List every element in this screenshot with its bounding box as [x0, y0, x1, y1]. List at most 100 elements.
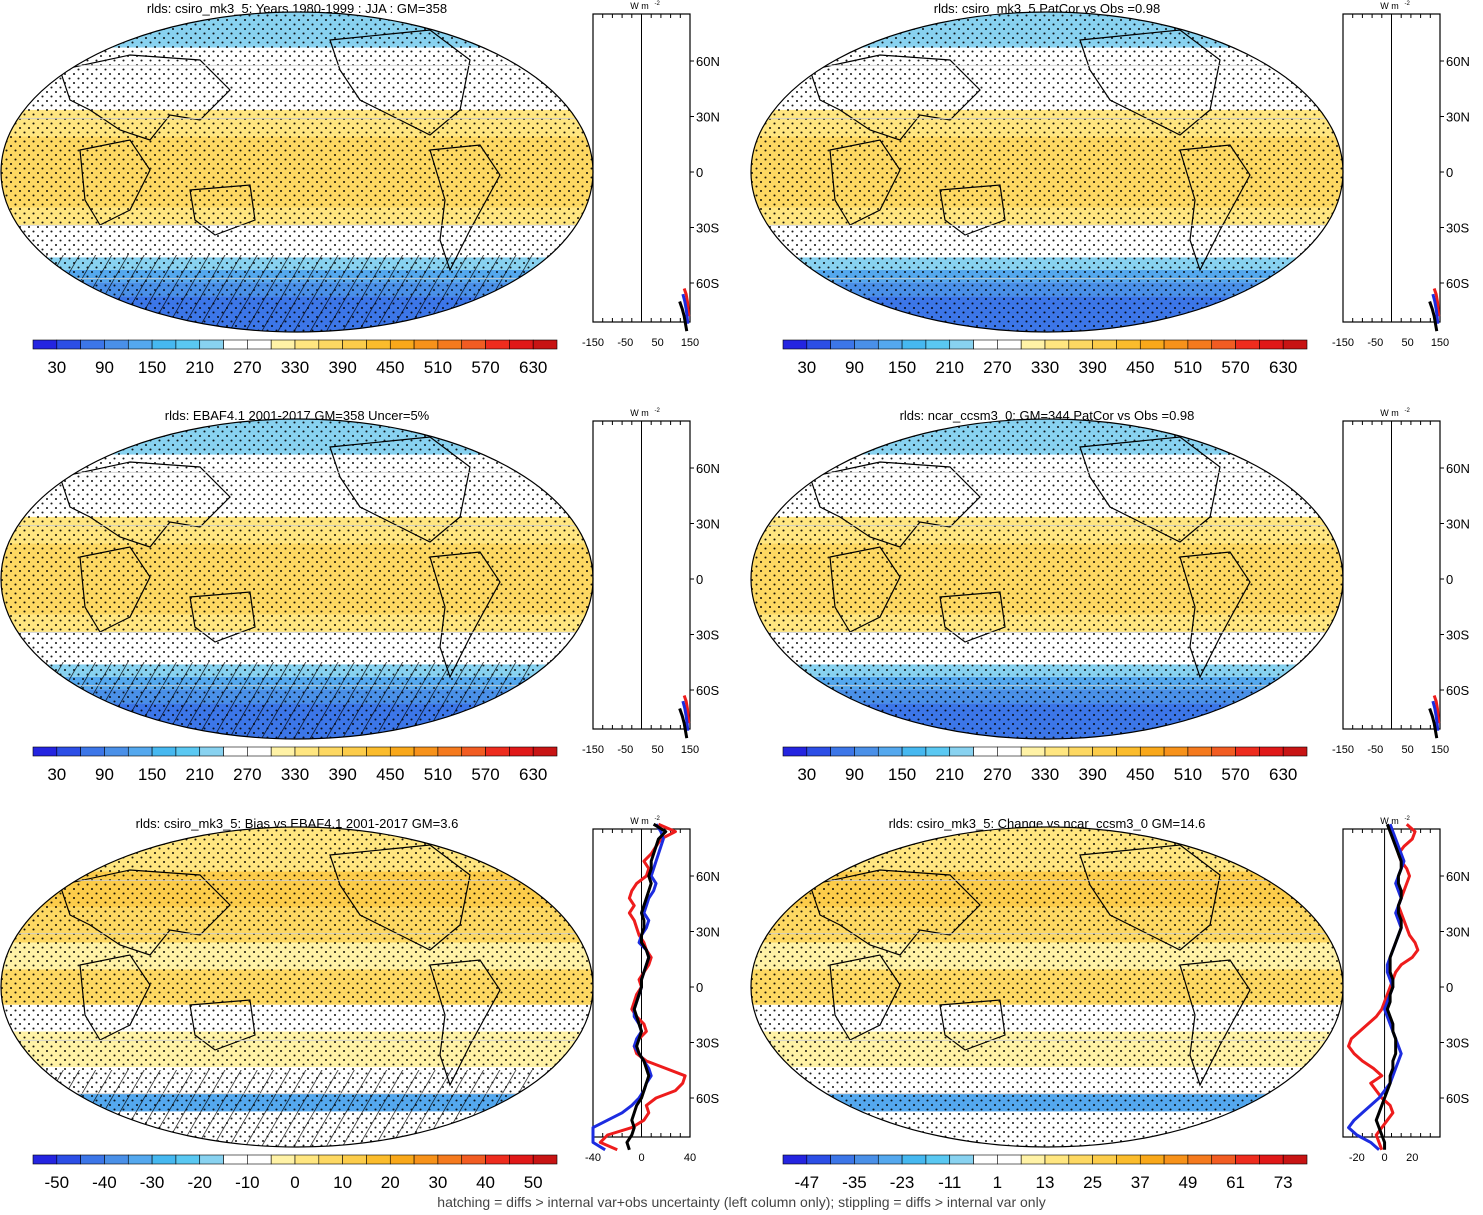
colorbar: 30 90 150 210 270 330 390 450 510 570 630	[782, 746, 1308, 784]
profile-tick: -40	[585, 1152, 601, 1164]
colorbar-swatch	[247, 1154, 272, 1165]
unit-superscript: -2	[1405, 408, 1411, 414]
panel-2: rlds: csiro_mk3_5 PatCor vs Obs =0.98 30 9…	[750, 1, 1470, 377]
panel-title: rlds: ncar_ccsm3_0: GM=344 PatCor vs Obs…	[900, 408, 1195, 423]
unit-label: W m	[630, 1, 649, 11]
colorbar-swatch	[32, 746, 58, 757]
lat-label: 0	[1446, 165, 1453, 180]
colorbar-swatch	[806, 339, 831, 350]
lat-label: 60N	[696, 461, 720, 476]
world-map	[1, 419, 593, 739]
hatching	[1, 255, 593, 332]
panel-title: rlds: csiro_mk3_5: Years 1980-1999 : JJA…	[147, 1, 447, 16]
colorbar-swatch	[1044, 339, 1070, 350]
colorbar-tick: 390	[328, 765, 356, 784]
profile-line-black	[678, 301, 689, 332]
colorbar-swatch	[56, 339, 81, 350]
colorbar-swatch	[461, 339, 486, 350]
colorbar-swatch	[973, 339, 998, 350]
colorbar-tick: 210	[186, 358, 214, 377]
colorbar-swatch	[175, 339, 201, 350]
lat-label: 60S	[1446, 683, 1469, 698]
profile-line-black	[678, 708, 689, 739]
colorbar-swatch	[1020, 1154, 1046, 1165]
colorbar-swatch	[294, 746, 320, 757]
colorbar-tick: 570	[471, 358, 499, 377]
colorbar-swatch	[854, 339, 879, 350]
unit-label: W m	[1380, 1, 1399, 11]
stippling	[751, 419, 1343, 739]
colorbar-tick: 150	[138, 765, 166, 784]
colorbar-tick: 270	[233, 358, 261, 377]
colorbar-tick: 90	[95, 765, 114, 784]
zonal-profile: -150 -50 50 150 60N 30N 0 30S 60S W m -2	[1332, 1, 1470, 349]
colorbar-swatch	[1211, 1154, 1236, 1165]
colorbar-swatch	[485, 746, 510, 757]
colorbar-swatch	[925, 1154, 951, 1165]
colorbar-tick: 37	[1131, 1173, 1150, 1192]
colorbar-tick: -10	[235, 1173, 260, 1192]
colorbar-swatch	[1187, 339, 1213, 350]
colorbar-swatch	[80, 339, 105, 350]
colorbar-swatch	[949, 746, 974, 757]
colorbar-tick: 1	[993, 1173, 1002, 1192]
colorbar-swatch	[366, 746, 391, 757]
lat-label: 60N	[696, 869, 720, 884]
colorbar-tick: 210	[186, 765, 214, 784]
lat-label: 30N	[1446, 517, 1470, 532]
unit-label: W m	[630, 816, 649, 826]
colorbar-tick: 330	[1031, 765, 1059, 784]
colorbar-swatch	[1211, 339, 1236, 350]
colorbar-swatch	[80, 746, 105, 757]
colorbar-swatch	[413, 1154, 439, 1165]
lat-label: 60S	[696, 683, 719, 698]
colorbar-swatch	[1163, 1154, 1189, 1165]
profile-line-black	[1428, 301, 1439, 332]
colorbar-tick: -35	[842, 1173, 867, 1192]
colorbar-swatch	[1235, 339, 1260, 350]
colorbar-tick: 50	[524, 1173, 543, 1192]
colorbar: 30 90 150 210 270 330 390 450 510 570 630	[32, 746, 558, 784]
colorbar-tick: 450	[1126, 358, 1154, 377]
colorbar-swatch	[532, 1154, 558, 1165]
colorbar-tick: 450	[1126, 765, 1154, 784]
lat-label: 30N	[1446, 110, 1470, 125]
colorbar-swatch	[1116, 339, 1141, 350]
lat-label: 60S	[1446, 1091, 1469, 1106]
unit-label: W m	[1380, 408, 1399, 418]
profile-tick: -50	[1367, 744, 1383, 756]
colorbar-tick: 30	[797, 765, 816, 784]
panel-5: rlds: csiro_mk3_5: Bias vs EBAF4.1 2001-…	[0, 816, 720, 1192]
profile-tick: 50	[652, 337, 664, 349]
world-map	[751, 827, 1343, 1147]
colorbar-swatch	[1235, 1154, 1260, 1165]
colorbar: -50 -40 -30 -20 -10 0 10 20 30 40 50	[32, 1154, 558, 1192]
lat-label: 60N	[1446, 461, 1470, 476]
colorbar-swatch	[199, 339, 224, 350]
colorbar-tick: 270	[983, 358, 1011, 377]
profile-tick: -50	[1367, 337, 1383, 349]
colorbar-swatch	[127, 339, 153, 350]
colorbar-swatch	[56, 746, 81, 757]
colorbar-tick: 510	[1174, 765, 1202, 784]
colorbar-swatch	[413, 339, 439, 350]
colorbar-swatch	[1068, 746, 1093, 757]
colorbar-tick: -20	[187, 1173, 212, 1192]
colorbar-tick: 630	[519, 358, 547, 377]
colorbar-swatch	[485, 1154, 510, 1165]
colorbar-swatch	[1020, 746, 1046, 757]
colorbar-swatch	[1068, 339, 1093, 350]
colorbar-swatch	[437, 339, 463, 350]
colorbar-swatch	[877, 746, 903, 757]
colorbar-swatch	[199, 1154, 224, 1165]
unit-label: W m	[1380, 816, 1399, 826]
profile-tick: -150	[1332, 337, 1354, 349]
unit-label: W m	[630, 408, 649, 418]
colorbar-tick: 30	[797, 358, 816, 377]
lat-label: 30S	[696, 221, 719, 236]
profile-line-black	[1374, 823, 1403, 1150]
profile-tick: 150	[681, 744, 699, 756]
colorbar-swatch	[127, 1154, 153, 1165]
colorbar-swatch	[1211, 746, 1236, 757]
